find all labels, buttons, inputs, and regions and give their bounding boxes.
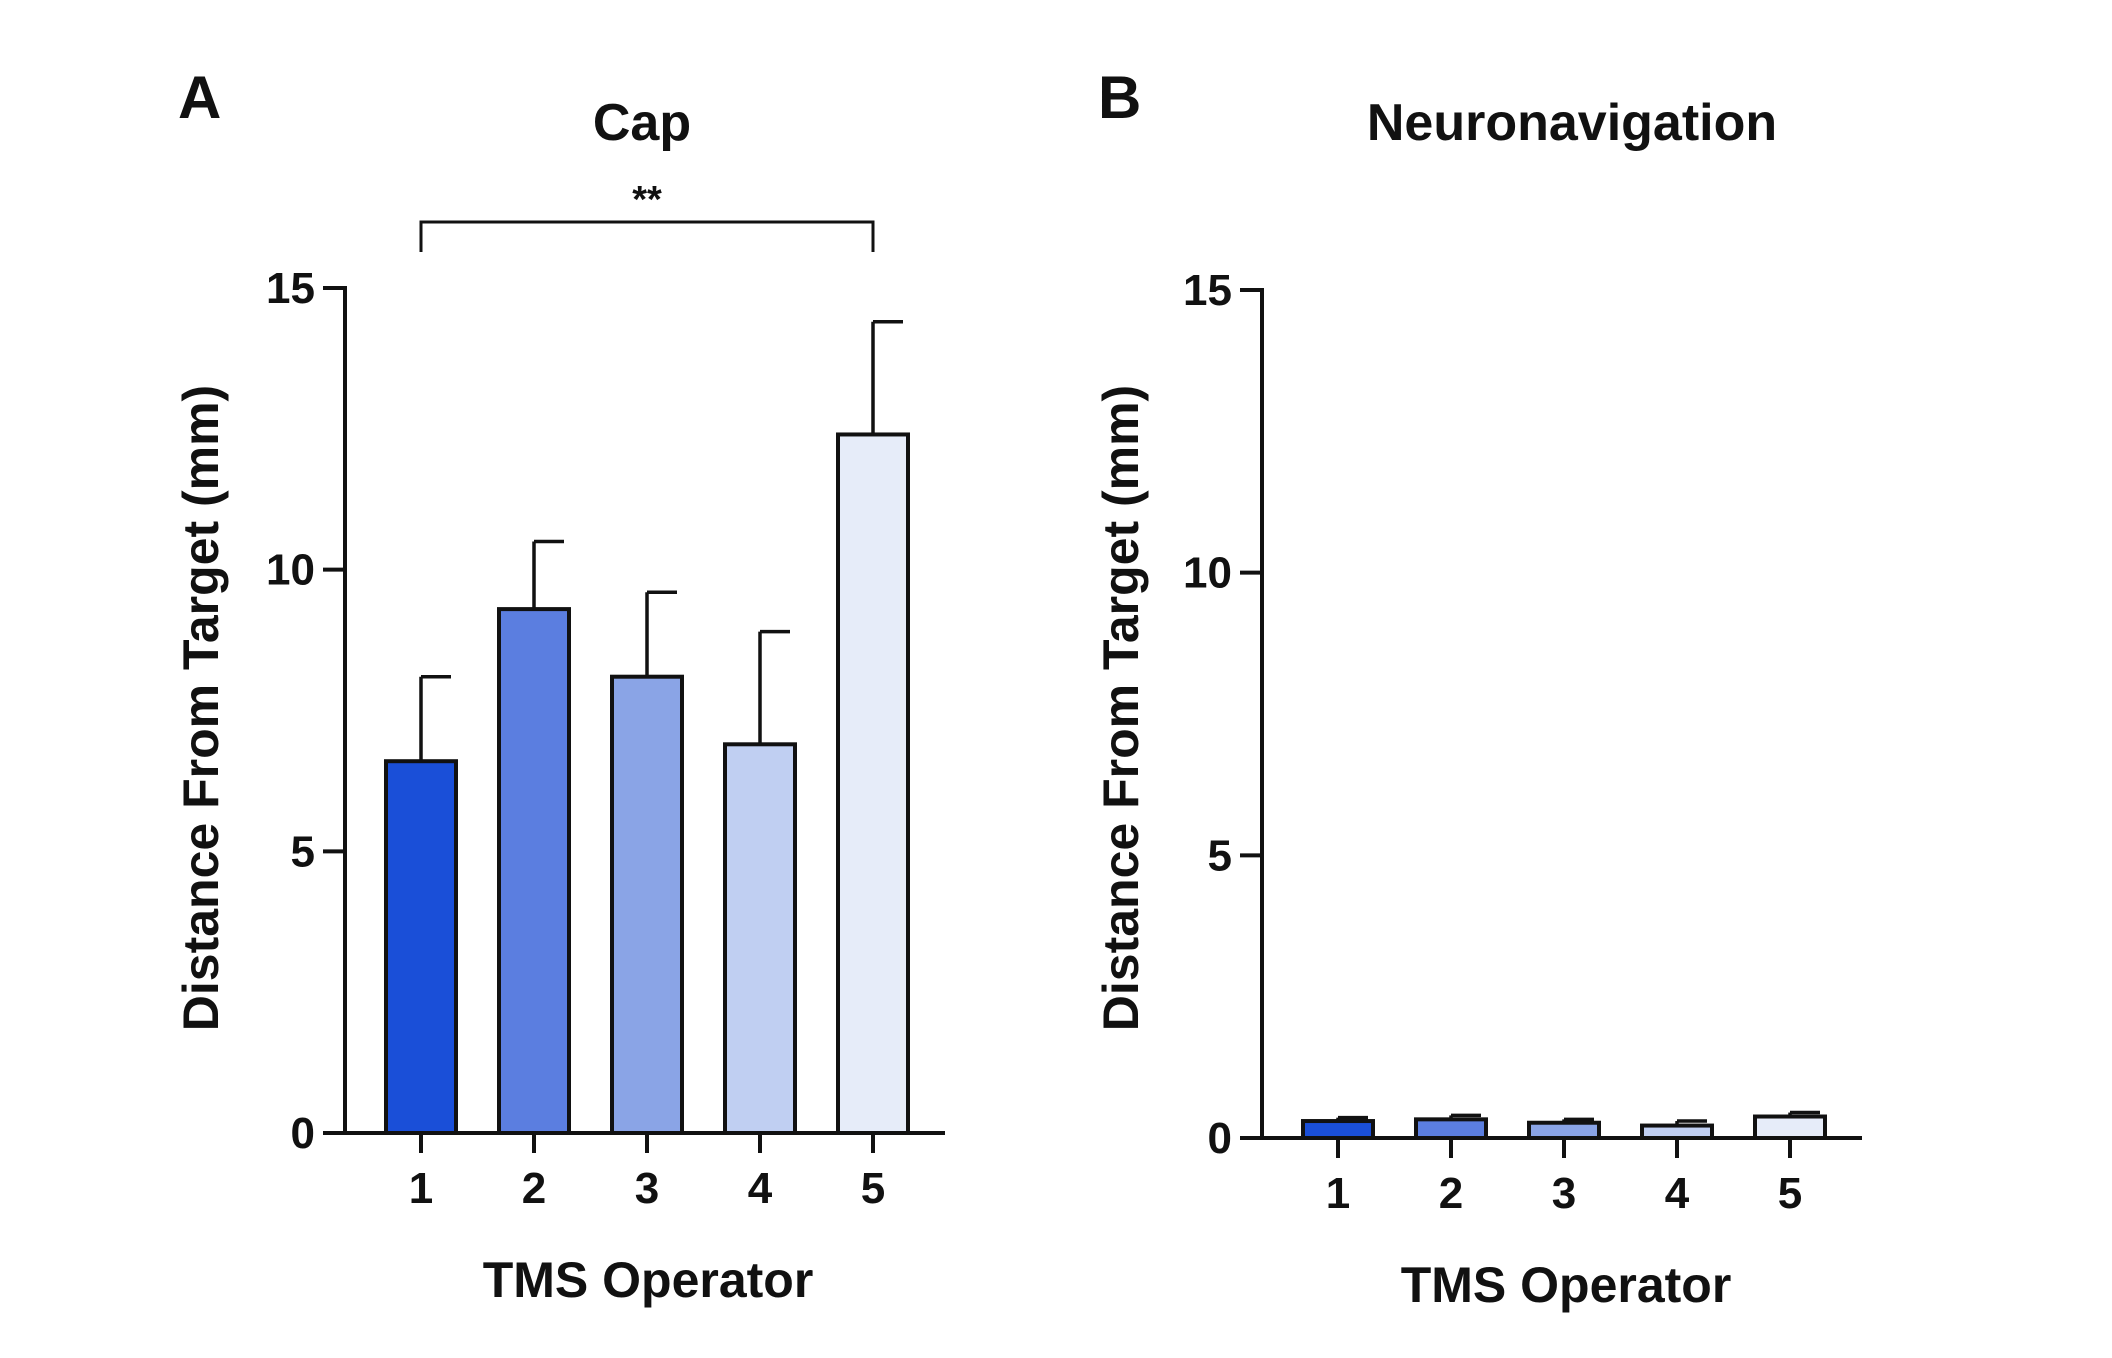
panel-a-letter: A bbox=[178, 64, 221, 131]
panel-b-plot: 0 5 10 15 1 2 3 4 5 bbox=[1183, 266, 1862, 1218]
panel-b-y-tick-label: 15 bbox=[1183, 266, 1232, 315]
panel-b-x-tick-label: 5 bbox=[1778, 1169, 1802, 1218]
panel-b-bar bbox=[1753, 1114, 1827, 1140]
panel-a-bar bbox=[836, 432, 910, 1135]
panel-b-bar bbox=[1527, 1120, 1601, 1140]
panel-a-x-axis-label: TMS Operator bbox=[483, 1252, 814, 1308]
panel-a-x-tick-label: 1 bbox=[409, 1164, 433, 1213]
panel-a-x-tick-label: 4 bbox=[748, 1164, 773, 1213]
panel-a-y-axis-label: Distance From Target (mm) bbox=[173, 385, 229, 1031]
panel-a-y-tick-label: 15 bbox=[266, 264, 315, 313]
panel-a-bar bbox=[384, 759, 458, 1135]
panel-a: A Cap Distance From Target (mm) TMS Oper… bbox=[173, 64, 945, 1308]
panel-b-letter: B bbox=[1098, 64, 1141, 131]
panel-b-x-axis-label: TMS Operator bbox=[1401, 1257, 1732, 1313]
panel-b-x-tick-label: 2 bbox=[1439, 1169, 1463, 1218]
panel-b-x-tick-label: 4 bbox=[1665, 1169, 1690, 1218]
panel-b-x-tick-label: 3 bbox=[1552, 1169, 1576, 1218]
panel-a-x-tick-label: 3 bbox=[635, 1164, 659, 1213]
panel-a-title: Cap bbox=[593, 94, 691, 152]
panel-a-y-tick-label: 0 bbox=[291, 1109, 315, 1158]
panel-b-y-tick-label: 5 bbox=[1208, 831, 1232, 880]
panel-a-y-tick-label: 10 bbox=[266, 546, 315, 595]
panel-a-x-tick-label: 5 bbox=[861, 1164, 885, 1213]
panel-a-plot: 0 5 10 15 1 2 3 4 5 ** bbox=[266, 179, 945, 1213]
panel-b-y-axis-label: Distance From Target (mm) bbox=[1093, 385, 1149, 1031]
panel-b-bar bbox=[1301, 1119, 1375, 1141]
panel-a-y-tick-label: 5 bbox=[291, 827, 315, 876]
panel-b-y-tick-label: 10 bbox=[1183, 549, 1232, 598]
panel-a-x-tick-label: 2 bbox=[522, 1164, 546, 1213]
panel-b: B Neuronavigation Distance From Target (… bbox=[1093, 64, 1862, 1313]
panel-a-bar bbox=[497, 607, 571, 1135]
panel-b-title: Neuronavigation bbox=[1367, 94, 1777, 152]
panel-a-bar bbox=[723, 742, 797, 1135]
panel-b-y-tick-label: 0 bbox=[1208, 1114, 1232, 1163]
panel-a-significance-label: ** bbox=[632, 179, 662, 221]
panel-b-bar bbox=[1640, 1123, 1714, 1140]
panel-b-x-tick-label: 1 bbox=[1326, 1169, 1350, 1218]
panel-a-significance-bracket bbox=[419, 220, 875, 252]
panel-a-bar bbox=[610, 674, 684, 1135]
panel-b-bar bbox=[1414, 1117, 1488, 1140]
